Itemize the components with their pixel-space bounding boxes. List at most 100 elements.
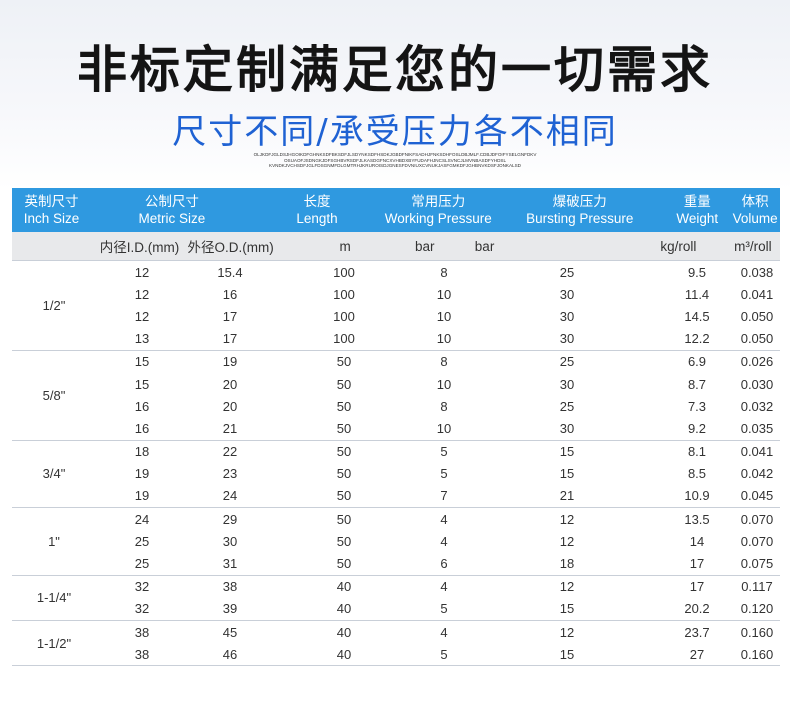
cell-weight: 20.2 [684,601,710,617]
cell-bursting-pressure: 25 [559,398,575,414]
table-row: 38 45 40 4 12 23.7 0.160 [96,621,780,643]
cell-weight: 14.5 [684,308,710,324]
fine-print-line: OLJKDFJGLDSJHGOIKDFGHNKSDFBKSDFJLSDYNKSD… [253,152,537,157]
cell-weight: 8.7 [687,376,707,392]
cell-od: 17 [222,331,238,347]
unit-volume: m³/roll [734,238,772,254]
cell-working-pressure: 10 [436,376,452,392]
size-group: 1" 24 29 50 4 12 13.5 0.070 25 30 50 4 12 14 0.070 25 31… [12,508,780,576]
cell-weight: 9.2 [687,420,707,436]
cell-length: 40 [336,624,352,640]
cell-od: 19 [222,354,238,370]
header-en: Length [296,211,338,226]
cell-length: 50 [336,444,352,460]
header-working-pressure: 常用压力 Working Pressure [381,188,495,232]
cell-volume: 0.030 [740,376,774,392]
cell-bursting-pressure: 18 [559,556,575,572]
table-row: 18 22 50 5 15 8.1 0.041 [96,441,780,463]
cell-od: 16 [222,286,238,302]
header-en: Inch Size [23,211,80,226]
cell-weight: 8.5 [687,466,707,482]
table-row: 24 29 50 4 12 13.5 0.070 [96,508,780,530]
table-row: 12 16 100 10 30 11.4 0.041 [96,283,780,305]
header-cn: 重量 [683,194,711,209]
cell-weight: 13.5 [684,511,710,527]
inch-size-cell: 1-1/4" [36,590,72,606]
cell-volume: 0.026 [740,354,774,370]
table-row: 19 23 50 5 15 8.5 0.042 [96,463,780,485]
cell-od: 20 [222,376,238,392]
cell-length: 100 [333,331,355,347]
cell-bursting-pressure: 30 [559,420,575,436]
table-row: 16 20 50 8 25 7.3 0.032 [96,395,780,417]
cell-bursting-pressure: 15 [559,646,575,662]
cell-weight: 23.7 [684,624,710,640]
cell-length: 50 [336,420,352,436]
size-group: 5/8" 15 19 50 8 25 6.9 0.026 15 20 50 10 30 8.7 0.030 1… [12,351,780,441]
cell-bursting-pressure: 30 [559,376,575,392]
cell-volume: 0.160 [740,646,774,662]
cell-od: 20 [222,398,238,414]
cell-length: 40 [336,601,352,617]
header-en: Metric Size [138,211,206,226]
cell-bursting-pressure: 15 [559,601,575,617]
cell-working-pressure: 4 [440,579,448,595]
cell-id: 18 [134,444,150,460]
cell-working-pressure: 10 [436,308,452,324]
cell-od: 15.4 [217,264,243,280]
cell-volume: 0.050 [740,308,774,324]
cell-od: 23 [222,466,238,482]
cell-length: 100 [333,264,355,280]
header-weight: 重量 Weight [664,188,730,232]
header-cn: 长度 [303,194,331,209]
table-row: 15 19 50 8 25 6.9 0.026 [96,351,780,373]
table-row: 32 39 40 5 15 20.2 0.120 [96,598,780,620]
cell-volume: 0.042 [740,466,774,482]
cell-id: 19 [134,466,150,482]
cell-volume: 0.045 [740,488,774,504]
cell-volume: 0.032 [740,398,774,414]
inch-size-cell: 1" [48,533,60,549]
cell-bursting-pressure: 12 [559,579,575,595]
cell-working-pressure: 5 [440,466,448,482]
cell-id: 25 [134,556,150,572]
cell-bursting-pressure: 12 [559,533,575,549]
cell-bursting-pressure: 30 [559,308,575,324]
cell-weight: 17 [689,579,705,595]
cell-bursting-pressure: 12 [559,511,575,527]
cell-working-pressure: 4 [440,511,448,527]
cell-volume: 0.035 [740,420,774,436]
cell-weight: 27 [689,646,705,662]
unit-weight: kg/roll [660,238,697,254]
cell-weight: 10.9 [684,488,710,504]
cell-length: 50 [336,398,352,414]
cell-od: 46 [222,646,238,662]
header-en: Working Pressure [384,211,492,226]
cell-working-pressure: 6 [440,556,448,572]
cell-working-pressure: 10 [436,286,452,302]
size-group: 1-1/4" 32 38 40 4 12 17 0.117 32 39 40 5 15 20.2 0.120 [12,576,780,621]
cell-weight: 12.2 [684,331,710,347]
header-inch-size: 英制尺寸 Inch Size [12,188,91,232]
cell-weight: 14 [689,533,705,549]
cell-volume: 0.117 [741,579,773,595]
unit-od: 外径O.D.(mm) [187,240,274,255]
cell-working-pressure: 10 [436,331,452,347]
header-length: 长度 Length [253,188,382,232]
cell-weight: 11.4 [684,286,710,302]
size-group: 3/4" 18 22 50 5 15 8.1 0.041 19 23 50 5 15 8.5 0.042 19… [12,441,780,509]
cell-bursting-pressure: 15 [559,466,575,482]
cell-working-pressure: 10 [436,420,452,436]
cell-volume: 0.075 [740,556,774,572]
header-cn: 常用压力 [411,194,466,209]
cell-working-pressure: 5 [440,601,448,617]
cell-id: 32 [134,579,150,595]
cell-id: 38 [134,624,150,640]
cell-bursting-pressure: 30 [559,331,575,347]
header-cn: 体积 [741,194,769,209]
cell-length: 50 [336,556,352,572]
cell-weight: 8.1 [687,444,707,460]
cell-od: 45 [222,624,238,640]
cell-length: 50 [336,354,352,370]
cell-length: 40 [336,646,352,662]
